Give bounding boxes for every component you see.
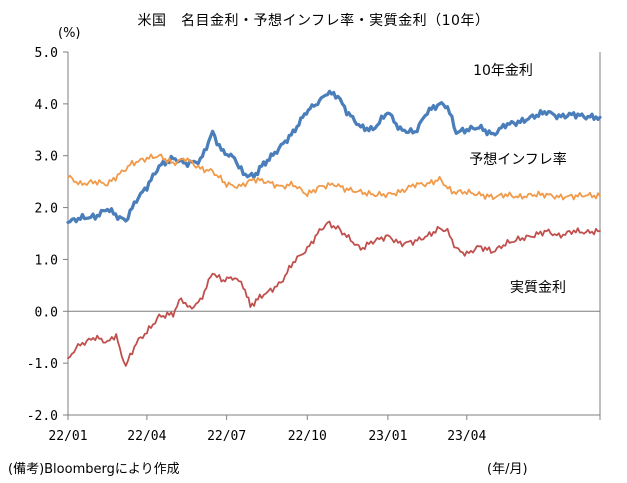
x-tick-label: 22/01 (48, 429, 87, 444)
y-tick-label: 5.0 (35, 46, 58, 61)
x-tick-label: 23/01 (368, 429, 407, 444)
y-tick-label: 0.0 (35, 305, 58, 320)
x-tick-label: 22/10 (288, 429, 327, 444)
series-label: 10年金利 (473, 63, 533, 79)
series-line (67, 153, 601, 201)
series-line (66, 89, 602, 224)
y-tick-label: 4.0 (35, 98, 58, 113)
series-label: 予想インフレ率 (469, 151, 567, 168)
y-tick-label: 2.0 (35, 202, 58, 217)
source-note: (備考)Bloombergにより作成 (8, 462, 180, 477)
y-tick-label: -1.0 (27, 357, 58, 372)
x-tick-label: 22/04 (127, 429, 166, 444)
y-tick-label: 1.0 (35, 253, 58, 268)
chart-title: 米国 名目金利・予想インフレ率・実質金利（10年） (137, 13, 490, 29)
y-tick-label: -2.0 (27, 409, 58, 424)
series-label: 実質金利 (510, 280, 566, 296)
y-axis-unit-label: (%) (58, 26, 81, 41)
y-tick-label: 3.0 (35, 150, 58, 165)
x-tick-label: 23/04 (447, 429, 486, 444)
series-line (67, 220, 601, 367)
x-tick-label: 22/07 (207, 429, 246, 444)
x-axis-unit-label: (年/月) (487, 462, 528, 477)
